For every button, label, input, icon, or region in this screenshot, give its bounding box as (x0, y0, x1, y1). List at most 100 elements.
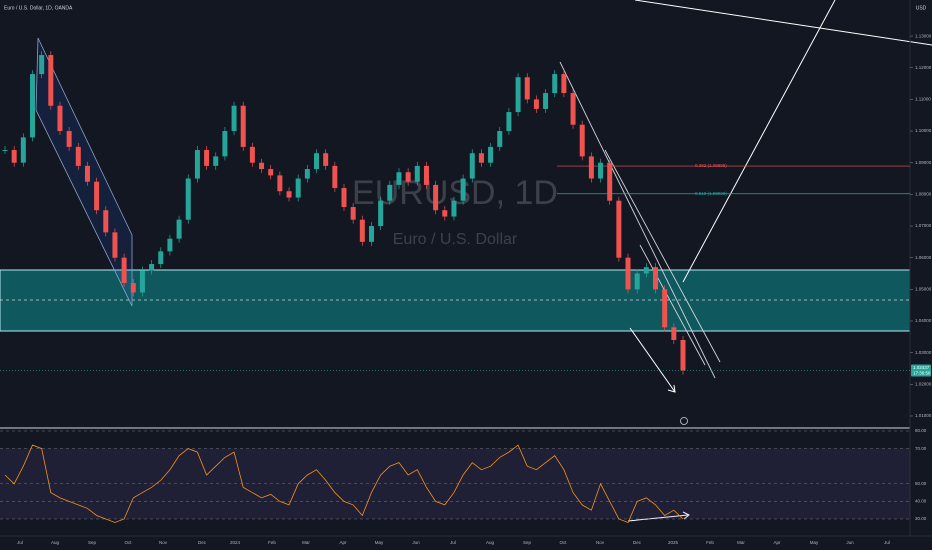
y-tick-label: 1.12000 (915, 65, 932, 70)
x-tick-label: May (375, 540, 384, 545)
x-tick-label: Mar (737, 540, 745, 545)
fib-label: 0.382 (1.08895) (695, 163, 727, 168)
candle (552, 74, 558, 94)
candle (423, 165, 429, 185)
candle (570, 93, 576, 125)
candle (240, 105, 246, 147)
x-tick-label: Sep (523, 540, 532, 545)
x-tick-label: Oct (559, 540, 567, 545)
arrow-head (667, 384, 676, 393)
projection-line (634, 0, 932, 46)
rsi-line (4, 444, 684, 524)
candle (478, 153, 484, 163)
y-tick-label: 1.03000 (915, 350, 932, 355)
trend-line (604, 149, 721, 363)
candle (515, 77, 521, 113)
candle (103, 210, 109, 233)
candle (314, 153, 320, 170)
candle (488, 146, 494, 163)
candle (561, 74, 567, 94)
candle (39, 55, 45, 75)
candle (634, 273, 640, 290)
arrow (629, 327, 676, 393)
x-tick-label: Jun (412, 540, 420, 545)
header: Euro / U.S. Dollar, 1D, OANDA (4, 5, 73, 11)
x-tick-label: Apr (773, 540, 781, 545)
y-tick-label: 1.04000 (915, 318, 932, 323)
candle (368, 226, 374, 242)
x-tick-label: Jul (17, 540, 23, 545)
candle (121, 257, 127, 284)
candle (625, 257, 631, 290)
candle (533, 99, 539, 109)
fib-label: 0.618 (1.08020) (695, 191, 727, 196)
candle (524, 77, 530, 100)
rsi-tick-label: 80.00 (915, 428, 927, 433)
rsi-tick-label: 30.00 (915, 516, 927, 521)
y-tick-label: 1.13000 (915, 33, 932, 38)
candle (579, 124, 585, 157)
last-price-box (911, 364, 931, 377)
candle (378, 200, 384, 227)
candle (588, 156, 594, 179)
candle (222, 131, 228, 157)
y-tick-label: 1.01000 (915, 413, 932, 418)
candle (414, 165, 420, 182)
y-tick-label: 1.10000 (915, 128, 932, 133)
candle (204, 150, 210, 166)
trend-line (639, 244, 706, 366)
candle (176, 219, 182, 239)
candle (469, 153, 475, 179)
y-tick-label: 1.02000 (915, 382, 932, 387)
trend-line (559, 61, 716, 379)
candle (359, 219, 365, 242)
candle (231, 105, 237, 132)
candle (387, 184, 393, 201)
candle (112, 232, 118, 258)
y-tick-label: 1.05000 (915, 287, 932, 292)
candle (2, 150, 8, 152)
x-tick-label: Jun (846, 540, 854, 545)
x-tick-label: 2025 (668, 540, 679, 545)
rsi-band (0, 448, 910, 519)
watermark-name: Euro / U.S. Dollar (393, 231, 518, 248)
arrow (627, 514, 689, 522)
rsi-tick-label: 50.00 (915, 481, 927, 486)
candle (66, 131, 72, 147)
candle (304, 169, 310, 179)
x-tick-label: Dec (633, 540, 642, 545)
candle (213, 156, 219, 166)
candle (130, 283, 136, 293)
x-tick-label: Oct (124, 540, 132, 545)
y-tick-label: 1.06000 (915, 255, 932, 260)
y-tick-label: 1.09000 (915, 160, 932, 165)
candle (249, 146, 255, 163)
candle (451, 200, 457, 217)
candle (616, 200, 622, 258)
candle (286, 191, 292, 198)
x-tick-label: Apr (339, 540, 347, 545)
last-price-label: 1.02437 (913, 365, 930, 370)
support-zone (0, 269, 911, 332)
candle (259, 162, 265, 170)
x-tick-label: Dec (198, 540, 207, 545)
x-tick-label: Aug (51, 540, 60, 545)
x-tick-label: Nov (159, 540, 168, 545)
x-tick-label: Jul (884, 540, 890, 545)
candle (277, 175, 283, 192)
candle (680, 339, 686, 371)
candle (662, 289, 668, 328)
candle (405, 172, 411, 182)
candle (84, 165, 90, 182)
y-tick-label: 1.11000 (915, 97, 931, 102)
projection-line (682, 0, 836, 283)
x-tick-label: Jul (450, 540, 456, 545)
candle (158, 251, 164, 265)
candle (497, 131, 503, 147)
candle (268, 169, 274, 176)
candle (185, 178, 191, 220)
candle (396, 172, 402, 185)
candle (29, 74, 35, 138)
candle (433, 184, 439, 211)
